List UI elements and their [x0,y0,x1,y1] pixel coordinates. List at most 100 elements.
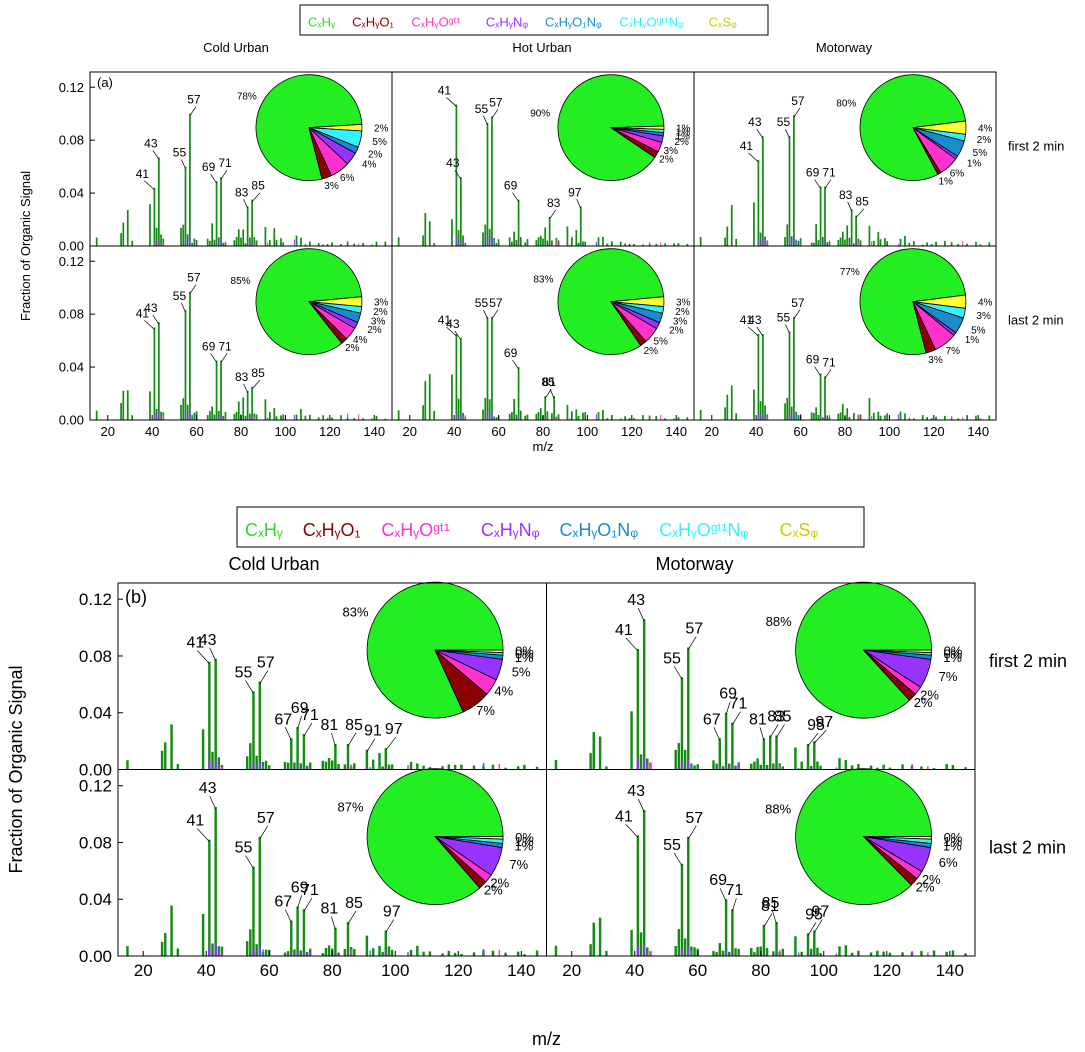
background-bar [715,763,718,770]
background-bar [764,405,766,420]
background-bar [462,235,464,246]
peak-label: 69 [504,346,518,360]
background-bar [193,238,196,246]
peak-bar [214,658,217,770]
background-bar [646,758,649,770]
background-bar [375,241,378,246]
pie-label: 4% [978,298,993,309]
peak-bar [855,215,857,246]
panel-tag: (a) [97,75,113,90]
background-bar [537,237,540,246]
peak-bar-n-part [636,946,640,956]
background-bar [122,222,125,246]
peak-label-leader [144,320,155,330]
background-bar [362,242,364,246]
minor-family-bar [358,243,360,246]
background-bar [280,415,282,420]
background-bar [945,764,948,770]
background-bar [735,413,738,420]
background-bar [750,947,753,956]
background-bar [817,414,820,420]
peak-label: 55 [777,115,791,129]
background-bar [484,398,487,420]
background-bar [876,767,879,770]
peak-label-leader [189,284,197,294]
peak-label-leader [331,916,336,930]
peak-label: 57 [685,810,703,827]
peak-bar [642,809,646,956]
background-bar [495,242,498,246]
background-bar [308,241,311,246]
peak-label-leader [259,825,269,839]
column-title: Cold Urban [228,554,319,574]
background-bar [397,410,400,420]
peak-label-leader [807,922,817,936]
minor-family-bar [646,764,649,770]
peak-bar [153,187,156,246]
peak-label: 85 [251,366,265,380]
minor-family-bar [462,416,464,420]
pie-label: 1% [676,128,691,139]
background-bar [245,941,249,956]
pie-label: 1% [514,839,533,854]
peak-label: 57 [187,271,201,285]
background-bar [237,401,240,420]
background-bar [735,238,738,246]
peak-bar-n-part [724,951,728,956]
peak-label-leader [576,199,582,209]
background-bar [912,418,915,420]
peak-label: 91 [364,723,382,740]
background-bar [433,243,436,246]
peak-bar-n-part [220,240,222,246]
background-bar [557,414,560,420]
background-bar [575,409,578,420]
background-bar [327,945,331,956]
x-tick-label: 140 [967,424,989,439]
peak-bar-n-part [819,416,822,420]
minor-family-bar [569,244,571,246]
background-bar [784,403,786,420]
background-bar [511,412,513,420]
peak-label: 57 [187,93,201,107]
background-bar [699,236,702,246]
background-bar [308,762,312,770]
peak-bar [455,104,458,246]
background-bar [674,749,677,770]
peak-label: 71 [218,339,232,353]
background-bar [504,952,507,956]
minor-family-bar [871,241,873,246]
background-bar [884,238,886,246]
background-bar [794,747,797,770]
background-bar [846,225,849,246]
peak-bar [189,113,191,246]
pie-label: 1% [515,650,534,665]
peak-bar [153,327,156,420]
peak-label: 69 [291,700,309,717]
background-bar [589,753,592,770]
background-bar [753,202,755,246]
background-bar [816,761,819,770]
background-bar [211,223,213,246]
background-bar [515,239,518,246]
background-bar [837,413,840,420]
background-bar [484,224,487,246]
background-bar [235,236,238,246]
pie-label: 3% [928,355,943,366]
pie-label: 2% [920,688,939,703]
minor-family-bar [962,417,964,420]
peak-bar-n-part [486,411,489,420]
peak-label: 83 [547,196,561,210]
x-tick-label: 60 [688,961,707,980]
background-bar [317,417,320,420]
pie-label: 3% [676,298,691,309]
minor-family-bar [690,763,693,770]
background-bar [353,243,356,246]
minor-family-bar [160,244,162,246]
minor-family-bar [927,766,929,770]
background-bar [371,418,373,420]
background-bar [819,765,822,770]
minor-family-bar [347,241,349,246]
